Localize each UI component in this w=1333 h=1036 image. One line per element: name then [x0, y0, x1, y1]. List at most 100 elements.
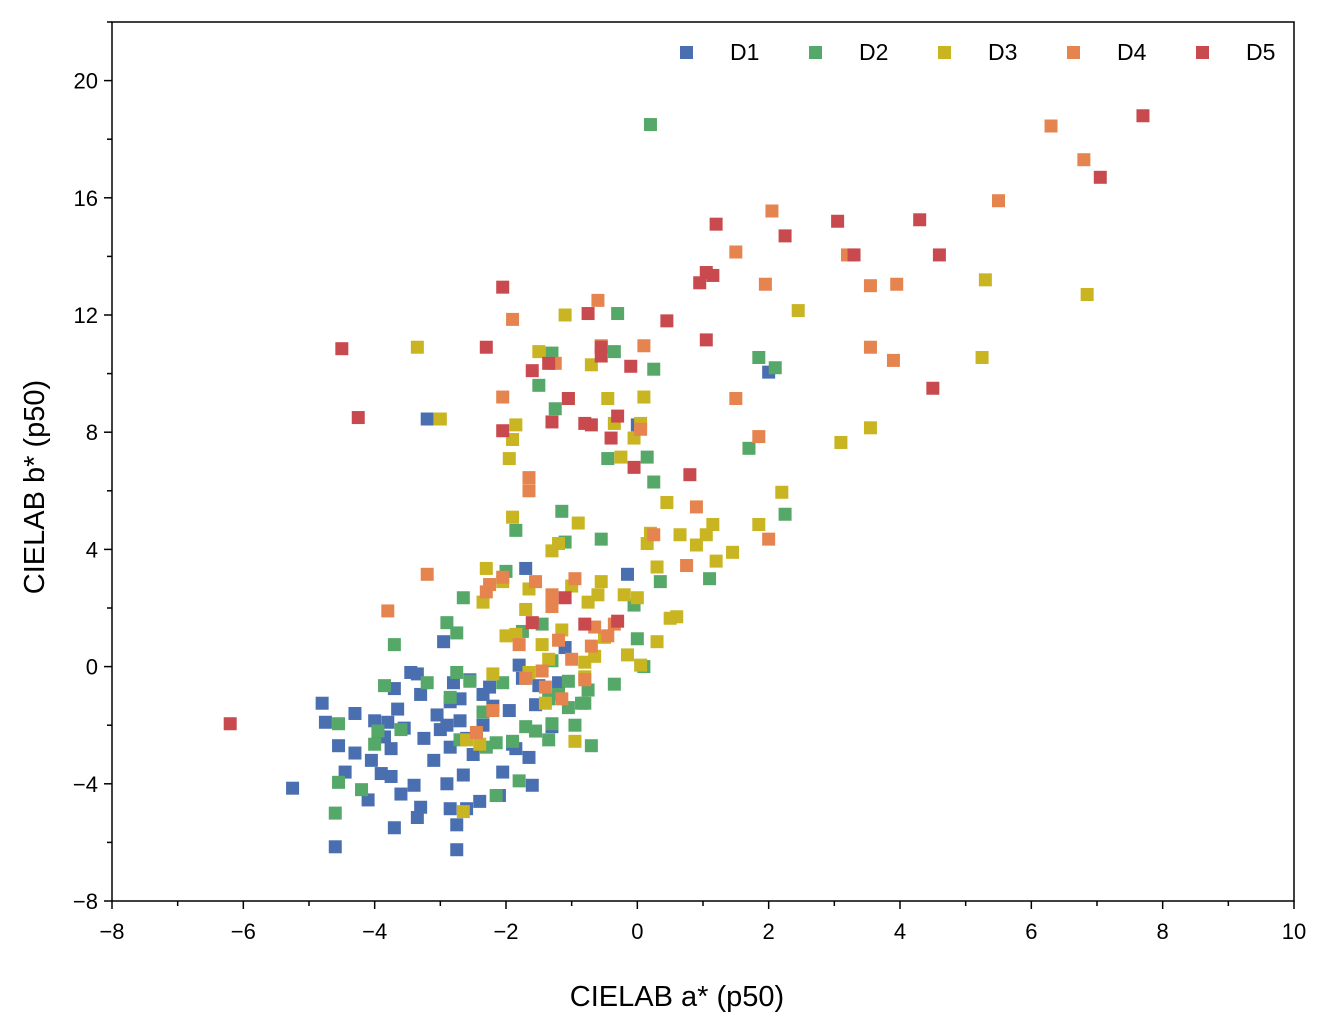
data-point: [594, 575, 608, 589]
data-point: [394, 787, 408, 801]
data-point: [450, 843, 464, 857]
data-point: [338, 765, 352, 779]
data-point: [548, 402, 562, 416]
data-point: [525, 364, 539, 378]
data-point: [561, 392, 575, 406]
data-point: [318, 715, 332, 729]
legend-item-d4: D4: [1067, 39, 1147, 65]
data-point: [417, 731, 431, 745]
data-point: [450, 665, 464, 679]
data-point: [552, 633, 566, 647]
legend-item-d3: D3: [938, 39, 1017, 65]
data-point: [522, 750, 536, 764]
data-point: [729, 245, 743, 259]
data-point: [1080, 287, 1094, 301]
data-point: [489, 789, 503, 803]
data-point: [932, 248, 946, 262]
y-tick-label: 12: [74, 303, 98, 328]
data-point: [637, 339, 651, 353]
data-point: [479, 561, 493, 575]
data-point: [387, 821, 401, 835]
data-point: [581, 307, 595, 321]
legend-marker: [680, 46, 693, 59]
data-point: [571, 516, 585, 530]
data-point: [650, 560, 664, 574]
data-point: [420, 567, 434, 581]
data-point: [381, 604, 395, 618]
data-point: [332, 717, 346, 731]
legend-item-d1: D1: [680, 39, 759, 65]
data-point: [538, 680, 552, 694]
data-point: [709, 217, 723, 231]
data-point: [525, 616, 539, 630]
data-point: [542, 356, 556, 370]
data-point: [315, 696, 329, 710]
legend-label: D5: [1246, 39, 1275, 65]
y-tick-label: −4: [73, 772, 98, 797]
data-point: [555, 504, 569, 518]
data-point: [886, 353, 900, 367]
data-point: [486, 704, 500, 718]
data-point: [453, 714, 467, 728]
data-point: [430, 708, 444, 722]
data-point: [863, 421, 877, 435]
data-point: [450, 818, 464, 832]
data-point: [469, 726, 483, 740]
data-point: [519, 561, 533, 575]
data-point: [847, 248, 861, 262]
data-point: [581, 683, 595, 697]
data-point: [555, 692, 569, 706]
data-point: [584, 739, 598, 753]
data-point: [496, 280, 510, 294]
data-point: [384, 742, 398, 756]
data-point: [1077, 153, 1091, 167]
data-point: [440, 718, 454, 732]
data-point: [647, 528, 661, 542]
data-point: [420, 676, 434, 690]
data-point: [568, 734, 582, 748]
data-point: [371, 724, 385, 738]
data-point: [607, 345, 621, 359]
data-point: [601, 452, 615, 466]
x-tick-label: −8: [99, 919, 124, 944]
data-point: [509, 627, 523, 641]
data-point: [555, 623, 569, 637]
data-point: [522, 484, 536, 498]
data-point: [611, 307, 625, 321]
data-point: [545, 600, 559, 614]
data-point: [778, 507, 792, 521]
x-tick-label: 10: [1282, 919, 1306, 944]
data-point: [975, 350, 989, 364]
data-point: [680, 559, 694, 573]
legend-label: D2: [859, 39, 888, 65]
data-point: [476, 705, 490, 719]
data-point: [538, 696, 552, 710]
series-d4: [381, 119, 1091, 740]
data-point: [699, 333, 713, 347]
data-point: [496, 765, 510, 779]
x-tick-label: 0: [631, 919, 643, 944]
data-point: [420, 412, 434, 426]
data-point: [473, 794, 487, 808]
data-point: [384, 769, 398, 783]
data-point: [368, 737, 382, 751]
data-point: [584, 418, 598, 432]
data-point: [532, 345, 546, 359]
data-point: [584, 639, 598, 653]
data-point: [440, 616, 454, 630]
data-point: [660, 496, 674, 510]
data-point: [768, 361, 782, 375]
data-point: [502, 704, 516, 718]
data-point: [486, 667, 500, 681]
data-point: [992, 194, 1005, 208]
data-point: [483, 680, 497, 694]
data-point: [473, 737, 487, 751]
series-d5: [223, 109, 1150, 731]
data-point: [443, 690, 457, 704]
data-point: [328, 806, 342, 820]
data-point: [926, 381, 940, 395]
data-point: [348, 746, 362, 760]
data-point: [496, 676, 510, 690]
